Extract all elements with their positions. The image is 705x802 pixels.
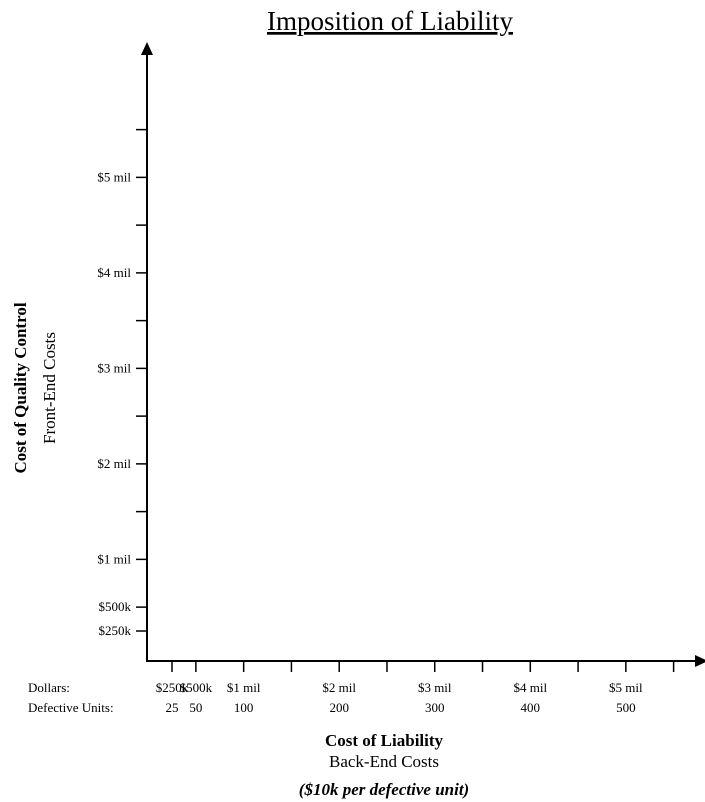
y-tick-label: $4 mil (97, 265, 131, 280)
x-minor-ticks (171, 661, 675, 672)
x-tick-label-dollars: $3 mil (418, 680, 452, 695)
x-row-label-dollars: Dollars: (28, 680, 70, 695)
x-axis-subtitle: Back-End Costs (329, 752, 439, 771)
x-tick-label-units: 300 (425, 700, 445, 715)
x-tick-label-units: 500 (616, 700, 636, 715)
x-tick-label-units: 200 (329, 700, 349, 715)
x-tick-label-dollars: $500k (180, 680, 213, 695)
x-tick-label-units: 400 (521, 700, 541, 715)
y-axis-title: Cost of Quality Control (11, 302, 30, 473)
y-minor-ticks (136, 128, 147, 632)
x-tick-label-units: 50 (189, 700, 202, 715)
x-tick-label-dollars: $5 mil (609, 680, 643, 695)
x-tick-label-units: 100 (234, 700, 254, 715)
x-axis-note: ($10k per defective unit) (299, 780, 469, 799)
chart-title: Imposition of Liability (267, 6, 513, 36)
y-tick-label: $1 mil (97, 551, 131, 566)
x-axis-title: Cost of Liability (325, 731, 444, 750)
y-axis-subtitle: Front-End Costs (40, 332, 59, 444)
x-tick-label-dollars: $4 mil (513, 680, 547, 695)
y-tick-label: $5 mil (97, 169, 131, 184)
y-axis-arrowhead (141, 42, 153, 55)
y-tick-label: $2 mil (97, 456, 131, 471)
y-tick-labels: $250k $500k $1 mil $2 mil $3 mil $4 mil $5 mil (97, 169, 131, 638)
x-tick-label-dollars: $1 mil (227, 680, 261, 695)
x-tick-label-units: 25 (166, 700, 179, 715)
y-tick-label: $500k (99, 599, 132, 614)
x-tick-label-dollars: $2 mil (322, 680, 356, 695)
x-tick-label-dollars: $250k (156, 680, 189, 695)
x-tick-labels: $250k 25$500k 50 $1 mil 100 $2 mil 200 $3 mil 30… (156, 680, 643, 715)
y-tick-label: $250k (99, 623, 132, 638)
x-row-label-units: Defective Units: (28, 700, 114, 715)
y-tick-label: $3 mil (97, 360, 131, 375)
x-axis-arrowhead (695, 655, 705, 667)
